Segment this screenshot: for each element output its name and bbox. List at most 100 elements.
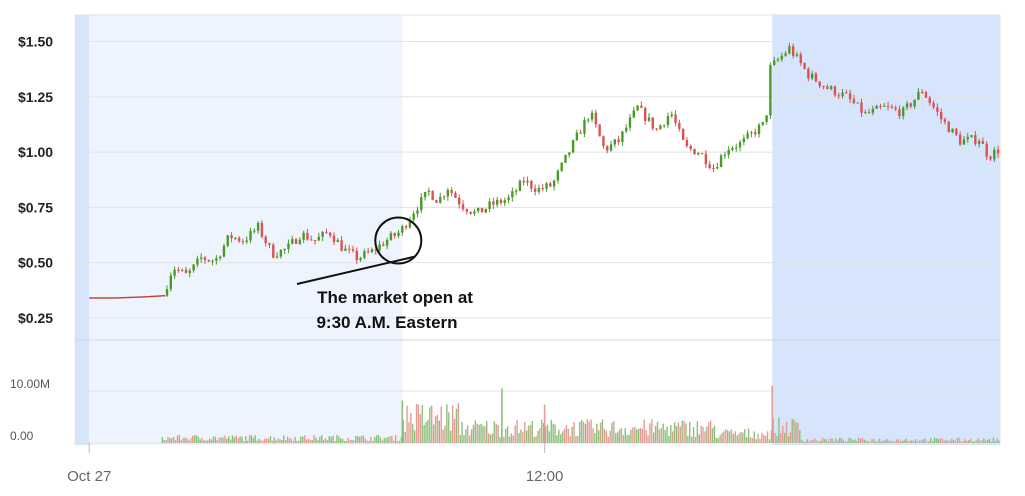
volume-bar — [446, 404, 448, 443]
time-tick-label: Oct 27 — [67, 468, 111, 485]
price-candle — [966, 132, 969, 143]
volume-bar — [892, 441, 894, 443]
volume-bar — [649, 423, 651, 443]
price-candle — [609, 140, 613, 152]
price-candle — [788, 42, 791, 55]
volume-bar — [685, 423, 687, 443]
volume-bar — [461, 421, 463, 443]
volume-bar — [791, 418, 793, 443]
price-candle — [636, 104, 639, 111]
volume-bar — [967, 440, 970, 443]
volume-bar — [180, 440, 182, 443]
volume-bar — [161, 437, 163, 443]
volume-bar — [167, 436, 169, 443]
volume-bar — [256, 440, 258, 443]
volume-bar — [690, 436, 693, 443]
price-candle — [287, 239, 290, 253]
volume-bar — [804, 441, 807, 443]
volume-bar — [977, 438, 979, 443]
volume-bar — [745, 436, 748, 443]
price-candle — [173, 266, 176, 280]
price-candle — [310, 235, 313, 241]
volume-bar — [939, 438, 941, 443]
volume-bar — [922, 439, 924, 443]
volume-bar — [434, 416, 437, 443]
price-candle — [579, 129, 582, 134]
volume-bar — [935, 438, 938, 443]
price-candle — [253, 228, 256, 234]
volume-bar — [930, 438, 932, 443]
volume-bar — [550, 419, 552, 443]
volume-bar — [580, 419, 583, 443]
price-candle — [632, 106, 635, 119]
volume-bar — [404, 431, 406, 443]
volume-bar — [188, 440, 190, 443]
volume-bar — [265, 438, 268, 443]
volume-bar — [897, 439, 900, 443]
volume-bar — [603, 428, 606, 443]
price-candle — [435, 199, 438, 203]
volume-bar — [440, 406, 442, 443]
volume-bar — [933, 437, 936, 443]
volume-bar — [571, 426, 573, 443]
volume-bar — [943, 440, 945, 443]
volume-bar — [622, 434, 625, 443]
volume-bar — [522, 432, 524, 443]
price-candle — [477, 207, 480, 214]
price-candle — [260, 220, 264, 239]
price-candle — [207, 259, 210, 263]
price-tick-label: $1.00 — [18, 144, 53, 160]
volume-bar — [671, 431, 674, 443]
volume-bar — [505, 428, 507, 443]
volume-bar — [190, 438, 192, 443]
price-candle — [761, 121, 765, 126]
volume-bar — [918, 440, 921, 443]
price-candle — [921, 89, 924, 94]
volume-bar — [429, 407, 431, 443]
price-candle — [807, 67, 810, 82]
price-candle — [165, 285, 169, 298]
volume-bar — [438, 420, 441, 443]
volume-bar — [590, 419, 592, 443]
volume-bar — [379, 437, 382, 443]
volume-bar — [510, 433, 513, 443]
price-candle — [693, 148, 696, 155]
volume-bar — [901, 441, 903, 443]
volume-bar — [869, 441, 871, 443]
price-candle — [275, 252, 279, 259]
volume-bar — [615, 432, 617, 443]
price-candle — [511, 187, 514, 202]
volume-bar — [599, 422, 602, 443]
volume-bar — [988, 438, 991, 443]
volume-bar — [749, 437, 752, 443]
price-candle — [192, 264, 195, 273]
price-candle — [370, 247, 374, 254]
volume-bar — [222, 437, 224, 443]
price-tick-label: $0.50 — [18, 255, 53, 271]
volume-bar — [415, 403, 418, 443]
price-candle — [393, 232, 396, 239]
volume-bar — [258, 438, 260, 443]
volume-bar — [577, 436, 579, 443]
volume-bar — [759, 438, 761, 443]
price-candle — [359, 256, 362, 262]
volume-bar — [193, 435, 196, 443]
volume-bar — [535, 436, 537, 443]
volume-bar — [730, 429, 733, 443]
volume-bar — [931, 441, 934, 443]
volume-bar — [907, 441, 909, 443]
volume-bar — [317, 440, 319, 443]
price-candle — [685, 137, 689, 148]
volume-bar — [757, 433, 759, 443]
price-candle — [731, 145, 734, 152]
price-candle — [313, 239, 317, 245]
price-candle — [712, 163, 715, 173]
volume-bar — [952, 439, 955, 443]
price-candle — [943, 117, 947, 125]
volume-bar — [954, 440, 957, 443]
volume-bar — [966, 440, 968, 443]
price-candle — [268, 242, 271, 249]
price-candle — [871, 105, 875, 116]
volume-bar — [339, 438, 342, 443]
volume-bar — [457, 403, 459, 443]
